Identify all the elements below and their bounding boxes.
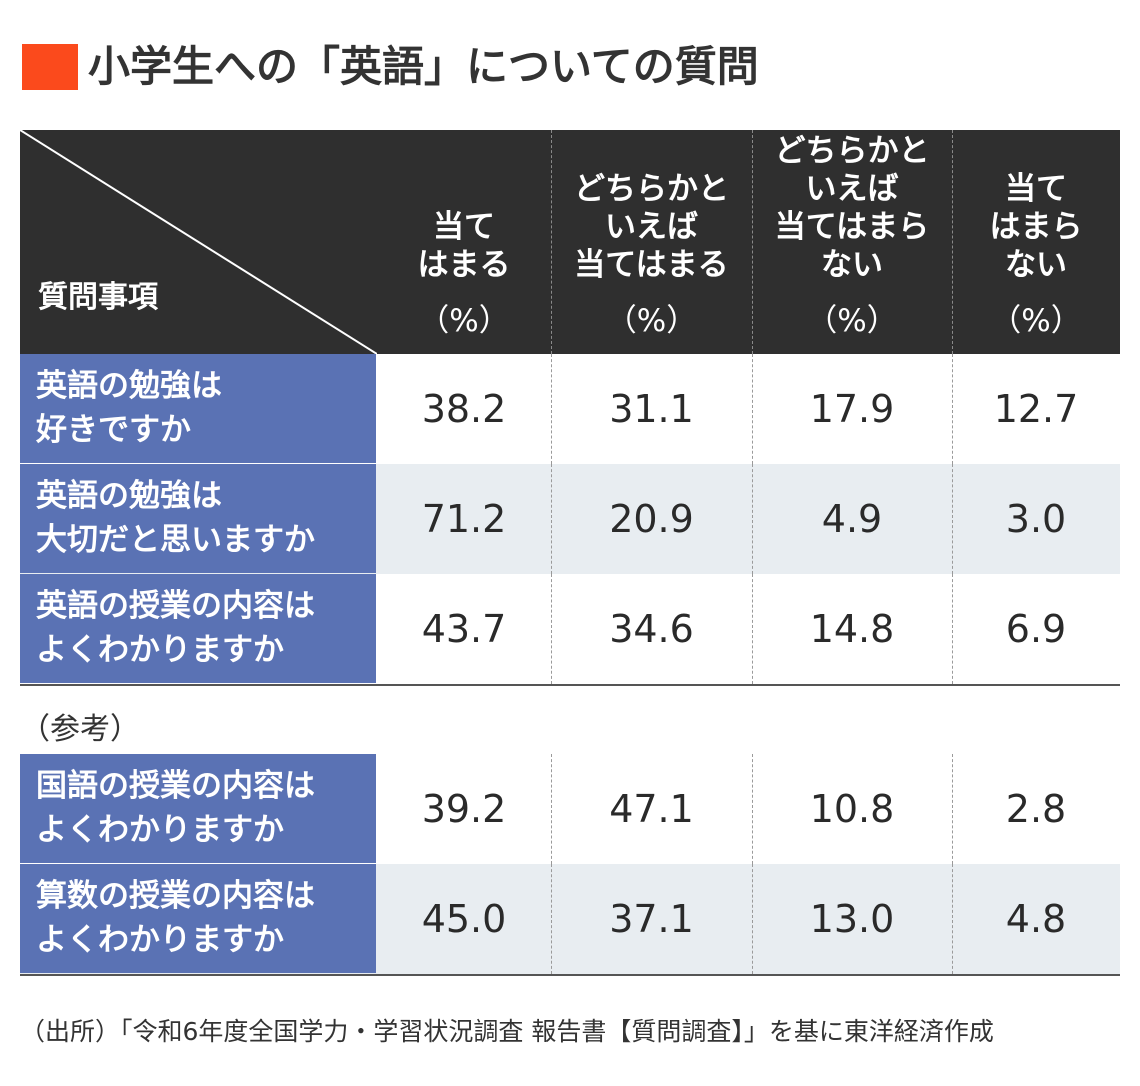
value-cell: 38.2 — [421, 387, 507, 431]
value-cell: 2.8 — [1005, 787, 1067, 831]
column-header-unit: （%） — [990, 303, 1082, 339]
table-bottom-rule — [20, 974, 1120, 976]
column-header-label: 当て はまる — [417, 209, 511, 283]
question-cell: 英語の勉強は 好きですか — [20, 354, 376, 463]
column-header-label: どちらかと いえば 当てはまる — [574, 171, 729, 283]
column-divider — [752, 354, 753, 464]
value-cell: 4.9 — [821, 497, 883, 541]
title-mark — [22, 44, 78, 90]
column-divider — [952, 464, 953, 574]
value-cell: 6.9 — [1005, 607, 1067, 651]
reference-label: （参考） — [20, 712, 140, 747]
column-divider — [551, 464, 552, 574]
value-cell: 4.8 — [1005, 897, 1067, 941]
column-header: 当て はまる （%） — [377, 130, 551, 354]
value-cell: 31.1 — [609, 387, 694, 431]
column-divider — [752, 130, 753, 354]
table-row: 英語の勉強は 好きですか 38.2 31.1 17.9 12.7 — [20, 354, 1120, 464]
question-cell: 英語の勉強は 大切だと思いますか — [20, 464, 376, 573]
column-divider — [952, 130, 953, 354]
corner-diagonal — [20, 130, 377, 354]
column-divider — [952, 354, 953, 464]
question-cell: 算数の授業の内容は よくわかりますか — [20, 864, 376, 973]
column-divider — [551, 130, 552, 354]
value-cell: 71.2 — [421, 497, 507, 541]
page-title: 小学生への「英語」についての質問 — [88, 42, 759, 91]
column-header-unit: （%） — [806, 303, 898, 339]
column-divider — [752, 754, 753, 864]
value-cell: 43.7 — [421, 607, 507, 651]
column-divider — [752, 464, 753, 574]
value-cell: 3.0 — [1005, 497, 1067, 541]
column-divider — [952, 754, 953, 864]
value-cell: 20.9 — [609, 497, 694, 541]
table-row: 英語の授業の内容は よくわかりますか 43.7 34.6 14.8 6.9 — [20, 574, 1120, 684]
value-cell: 45.0 — [421, 897, 507, 941]
value-cell: 39.2 — [421, 787, 507, 831]
column-divider — [551, 864, 552, 974]
column-header: 当て はまら ない （%） — [952, 130, 1120, 354]
table-header: 当て はまる （%） どちらかと いえば 当てはまる （%） どちらかと いえば 当ては… — [20, 130, 1120, 354]
value-cell: 13.0 — [809, 897, 895, 941]
table-row: 英語の勉強は 大切だと思いますか 71.2 20.9 4.9 3.0 — [20, 464, 1120, 574]
column-header-label: 当て はまら ない — [989, 171, 1083, 283]
value-cell: 10.8 — [809, 787, 895, 831]
column-divider — [752, 574, 753, 684]
question-cell: 国語の授業の内容は よくわかりますか — [20, 754, 376, 863]
column-divider — [551, 754, 552, 864]
source-note: （出所）「令和6年度全国学力・学習状況調査 報告書【質問調査】」を基に東洋経済作… — [20, 1017, 994, 1046]
column-header-unit: （%） — [605, 303, 698, 339]
column-divider — [551, 574, 552, 684]
column-header: どちらかと いえば 当てはまら ない （%） — [752, 130, 952, 354]
corner-label: 質問事項 — [38, 280, 158, 315]
column-divider — [952, 574, 953, 684]
table-row: 算数の授業の内容は よくわかりますか 45.0 37.1 13.0 4.8 — [20, 864, 1120, 974]
value-cell: 17.9 — [809, 387, 895, 431]
value-cell: 47.1 — [609, 787, 694, 831]
table-bottom-rule — [20, 684, 1120, 686]
value-cell: 37.1 — [609, 897, 694, 941]
column-divider — [952, 864, 953, 974]
column-divider — [752, 864, 753, 974]
value-cell: 34.6 — [609, 607, 694, 651]
column-header-label: どちらかと いえば 当てはまら ない — [774, 133, 930, 283]
column-header: どちらかと いえば 当てはまる （%） — [551, 130, 752, 354]
table-row: 国語の授業の内容は よくわかりますか 39.2 47.1 10.8 2.8 — [20, 754, 1120, 864]
value-cell: 12.7 — [993, 387, 1079, 431]
column-divider — [551, 354, 552, 464]
value-cell: 14.8 — [809, 607, 895, 651]
column-header-unit: （%） — [418, 303, 510, 339]
question-cell: 英語の授業の内容は よくわかりますか — [20, 574, 376, 683]
